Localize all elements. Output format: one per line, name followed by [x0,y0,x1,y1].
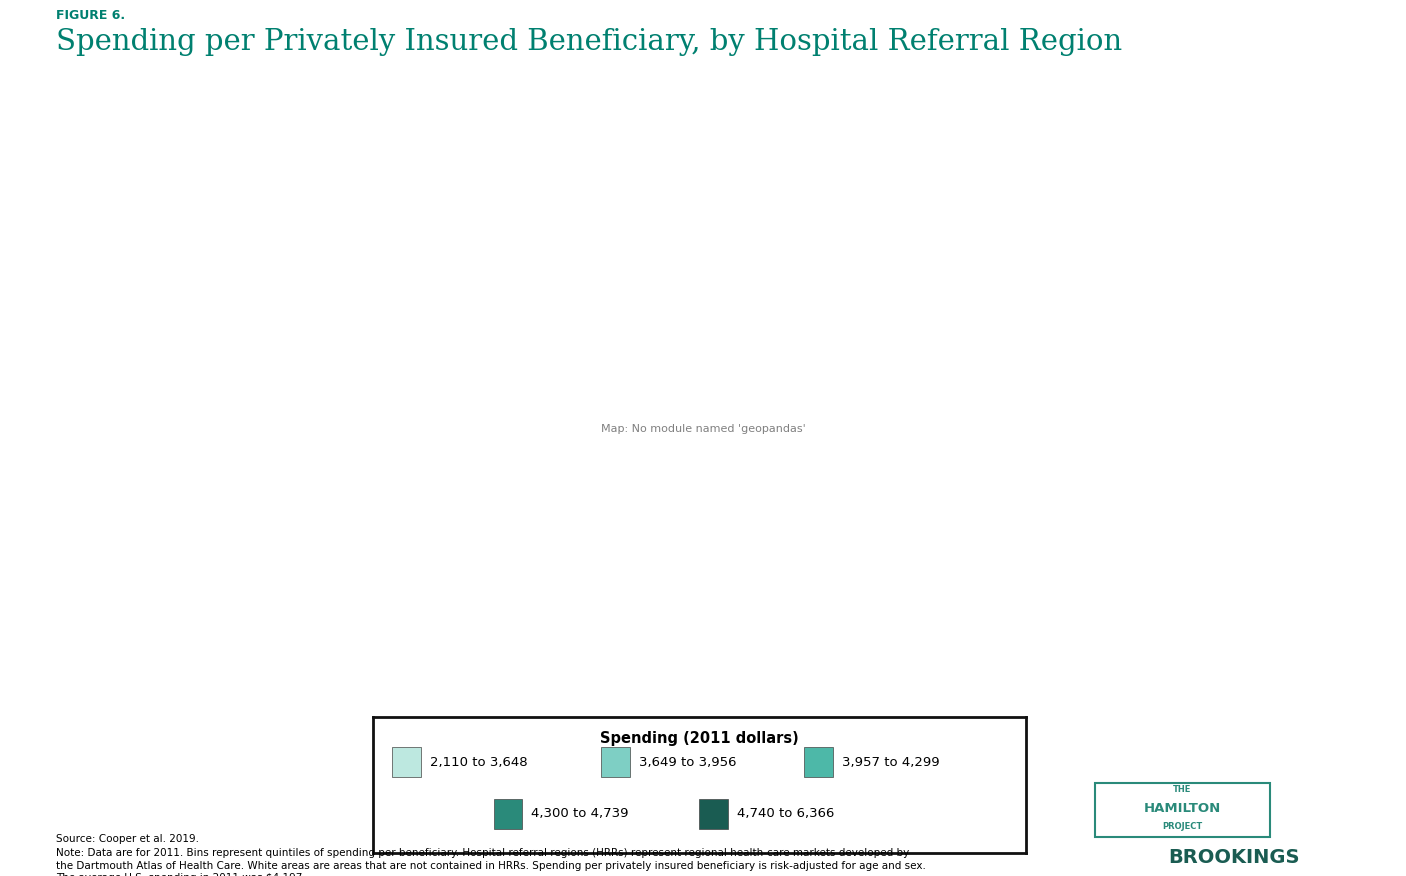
Text: 3,957 to 4,299: 3,957 to 4,299 [842,756,939,769]
Bar [804,747,832,777]
Bar [602,747,630,777]
Text: BROOKINGS: BROOKINGS [1168,848,1299,866]
FancyBboxPatch shape [1095,783,1270,837]
Text: PROJECT: PROJECT [1163,822,1202,831]
Text: Note: Data are for 2011. Bins represent quintiles of spending per beneficiary. H: Note: Data are for 2011. Bins represent … [56,848,910,858]
Text: Map: No module named 'geopandas': Map: No module named 'geopandas' [600,424,806,434]
Bar [494,799,522,829]
Text: Spending (2011 dollars): Spending (2011 dollars) [600,731,799,746]
Text: the Dartmouth Atlas of Health Care. White areas are areas that are not contained: the Dartmouth Atlas of Health Care. Whit… [56,861,927,871]
Text: Source: Cooper et al. 2019.: Source: Cooper et al. 2019. [56,834,200,844]
Text: 4,740 to 6,366: 4,740 to 6,366 [737,808,835,820]
Text: HAMILTON: HAMILTON [1143,802,1220,815]
Text: 2,110 to 3,648: 2,110 to 3,648 [430,756,527,769]
Text: FIGURE 6.: FIGURE 6. [56,9,125,22]
Text: THE: THE [1173,785,1191,795]
Bar [699,799,728,829]
Text: 3,649 to 3,956: 3,649 to 3,956 [640,756,737,769]
Bar [392,747,420,777]
Text: Spending per Privately Insured Beneficiary, by Hospital Referral Region: Spending per Privately Insured Beneficia… [56,28,1122,56]
Text: The average U.S. spending in 2011 was $4,197.: The average U.S. spending in 2011 was $4… [56,873,307,876]
Text: 4,300 to 4,739: 4,300 to 4,739 [531,808,628,820]
